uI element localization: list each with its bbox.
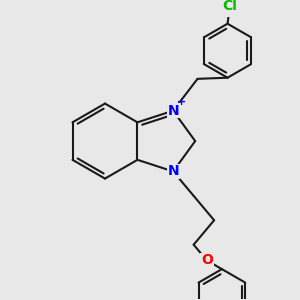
Text: N: N bbox=[167, 104, 179, 118]
Text: O: O bbox=[201, 254, 213, 268]
Text: +: + bbox=[177, 98, 186, 107]
Text: N: N bbox=[167, 164, 179, 178]
Text: Cl: Cl bbox=[222, 0, 237, 14]
